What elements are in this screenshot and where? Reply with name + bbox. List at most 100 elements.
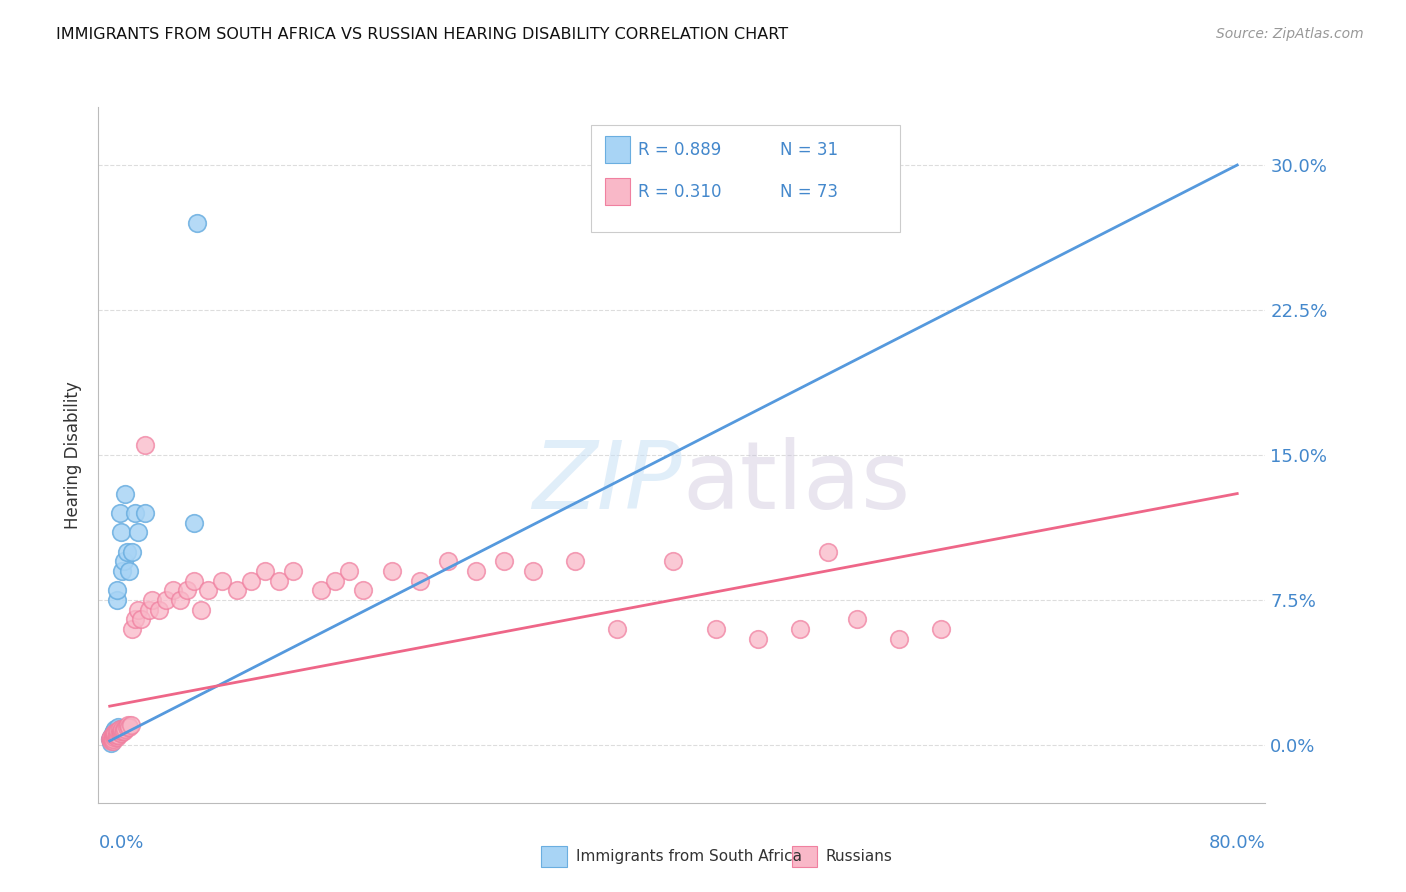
Text: Russians: Russians — [825, 849, 893, 863]
Point — [111, 723, 134, 737]
Point — [107, 724, 129, 739]
Point — [124, 612, 146, 626]
Point — [465, 564, 488, 578]
Point — [100, 731, 122, 746]
Text: N = 73: N = 73 — [780, 183, 838, 201]
Point — [110, 724, 132, 739]
Point — [115, 721, 138, 735]
Point — [606, 622, 628, 636]
Point — [100, 731, 122, 746]
Point — [108, 723, 131, 737]
Point — [197, 583, 219, 598]
Point — [747, 632, 769, 646]
Point — [108, 506, 131, 520]
Point — [105, 728, 128, 742]
Point — [105, 726, 128, 740]
Point — [101, 731, 124, 746]
Point — [112, 724, 135, 739]
Point — [100, 730, 122, 744]
Point — [155, 592, 177, 607]
Point — [127, 525, 149, 540]
Point — [127, 602, 149, 616]
Point — [103, 730, 125, 744]
Point — [111, 724, 134, 739]
Point — [121, 544, 143, 558]
Point — [105, 583, 128, 598]
Text: ZIP: ZIP — [533, 437, 682, 528]
Point — [134, 438, 156, 452]
Point — [107, 721, 129, 735]
Point — [183, 516, 205, 530]
Text: 0.0%: 0.0% — [98, 834, 143, 852]
Text: Source: ZipAtlas.com: Source: ZipAtlas.com — [1216, 27, 1364, 41]
Point — [114, 723, 136, 737]
Text: 80.0%: 80.0% — [1209, 834, 1265, 852]
Point — [115, 544, 138, 558]
Point — [176, 583, 198, 598]
Point — [103, 731, 125, 746]
Point — [103, 726, 125, 740]
Point — [887, 632, 910, 646]
Point — [103, 724, 125, 739]
Point — [309, 583, 332, 598]
Point — [112, 723, 135, 737]
Point — [103, 728, 125, 742]
Point — [183, 574, 205, 588]
Point — [121, 622, 143, 636]
Point — [352, 583, 374, 598]
Text: N = 31: N = 31 — [780, 141, 838, 159]
Point — [129, 612, 152, 626]
Point — [118, 564, 141, 578]
Point — [211, 574, 233, 588]
Point — [110, 525, 132, 540]
Point — [101, 734, 124, 748]
Point — [114, 486, 136, 500]
Point — [101, 728, 124, 742]
Point — [104, 728, 127, 742]
Point — [107, 724, 129, 739]
Point — [409, 574, 432, 588]
Point — [104, 724, 127, 739]
Point — [100, 734, 122, 748]
Point — [929, 622, 952, 636]
Point — [101, 730, 124, 744]
Text: R = 0.310: R = 0.310 — [638, 183, 721, 201]
Point — [817, 544, 839, 558]
Point — [105, 592, 128, 607]
Point — [169, 592, 191, 607]
Text: atlas: atlas — [682, 437, 910, 529]
Point — [267, 574, 290, 588]
Point — [138, 602, 160, 616]
Point — [148, 602, 170, 616]
Point — [101, 726, 124, 740]
Point — [110, 726, 132, 740]
Text: R = 0.889: R = 0.889 — [638, 141, 721, 159]
Point — [100, 730, 122, 744]
Point — [253, 564, 276, 578]
Point — [100, 736, 122, 750]
Point — [118, 721, 141, 735]
Point — [789, 622, 811, 636]
Point — [105, 724, 128, 739]
Point — [104, 728, 127, 742]
Point — [111, 564, 134, 578]
Point — [103, 730, 125, 744]
Y-axis label: Hearing Disability: Hearing Disability — [65, 381, 83, 529]
Point — [104, 726, 127, 740]
Point — [323, 574, 346, 588]
Point — [662, 554, 685, 568]
Point — [108, 726, 131, 740]
Point — [134, 506, 156, 520]
Point — [337, 564, 360, 578]
Point — [522, 564, 544, 578]
Point — [107, 728, 129, 742]
Text: Immigrants from South Africa: Immigrants from South Africa — [576, 849, 803, 863]
Point — [104, 723, 127, 737]
Point — [190, 602, 212, 616]
Point — [162, 583, 184, 598]
Point — [117, 718, 139, 732]
Point — [100, 731, 122, 746]
Point — [494, 554, 516, 568]
Point — [101, 731, 124, 746]
Point — [112, 554, 135, 568]
